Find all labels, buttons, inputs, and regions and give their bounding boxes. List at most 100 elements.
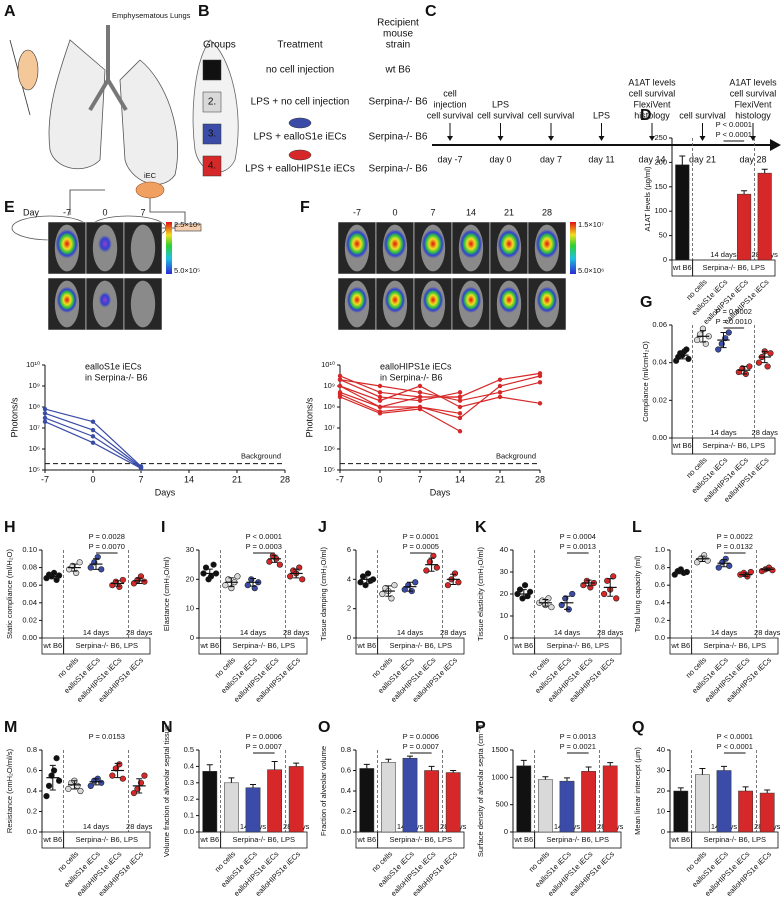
data-point <box>725 329 732 336</box>
data-point <box>685 355 692 363</box>
error-bar <box>271 554 278 563</box>
y-tick-label: 0.4 <box>341 786 351 795</box>
background-label: Background <box>241 452 281 461</box>
day-label: day -7 <box>437 154 462 164</box>
p-value: P = 0.0005 <box>403 542 439 551</box>
data-point <box>210 561 217 568</box>
error-bar <box>206 764 213 772</box>
group-number: 3. <box>208 129 216 140</box>
x-tick-label: 28 <box>280 474 290 484</box>
error-bar <box>293 568 300 579</box>
y-tick-label: 4 <box>347 574 351 583</box>
period-label: 14 days <box>83 822 110 831</box>
data-point <box>457 411 463 416</box>
x-tick-label: 28 <box>535 474 545 484</box>
image-day: -7 <box>353 207 361 217</box>
panel-letter: M <box>4 719 17 736</box>
error-bar <box>607 762 614 766</box>
group-number: 2. <box>208 97 216 108</box>
p-value: P < 0.0001 <box>717 732 753 741</box>
error-bar <box>385 758 392 763</box>
event-label: cell <box>443 88 457 98</box>
y-tick-label: 200 <box>654 157 667 166</box>
column-header: Recipient <box>377 18 419 29</box>
y-axis-label: A1AT levels (µg/ml) <box>643 166 652 231</box>
y-tick-label: 50 <box>659 231 667 240</box>
error-bar <box>585 766 592 772</box>
group-label: wt B6 <box>672 441 692 450</box>
data-point <box>457 429 463 434</box>
day-label: day 21 <box>689 154 716 164</box>
bar <box>288 766 304 833</box>
error-bar <box>93 778 99 786</box>
image-day: 28 <box>542 207 552 217</box>
period-label: 14 days <box>710 250 737 259</box>
panel-title: Emphysematous Lungs <box>112 11 191 20</box>
period-label: 14 days <box>83 628 110 637</box>
y-tick-label: 0 <box>190 633 194 642</box>
subtitle: in Serpina-/- B6 <box>85 372 148 382</box>
event-label: injection <box>433 99 466 109</box>
data-point <box>694 336 701 344</box>
y-tick-label: 10¹⁰ <box>26 360 40 369</box>
y-axis-label: Tissue damping (cmH₂O/ml) <box>319 547 328 641</box>
data-point <box>412 579 419 586</box>
y-tick-label: 10⁵ <box>29 465 40 474</box>
event-arrowhead <box>497 136 504 141</box>
day-label: day 11 <box>588 154 614 164</box>
group-footer <box>355 637 465 655</box>
event-label: cell survival <box>427 110 474 120</box>
error-bar <box>428 765 435 771</box>
y-tick-label: 10 <box>186 604 194 613</box>
data-point <box>337 377 343 382</box>
column-header: Groups <box>203 40 236 51</box>
group-label: wt B6 <box>670 641 690 650</box>
group-label: Serpina-/- B6, LPS <box>390 641 453 650</box>
y-tick-label: 1000 <box>491 772 508 781</box>
y-tick-label: 0.2 <box>27 806 37 815</box>
colorbar <box>570 222 576 274</box>
signal-blob <box>497 229 521 259</box>
error-bar <box>542 776 549 780</box>
signal-blob <box>55 229 79 259</box>
day-label: day 7 <box>540 154 562 164</box>
data-point <box>234 573 241 580</box>
data-point <box>521 582 529 589</box>
mouse-lung <box>17 49 39 91</box>
error-bar <box>407 581 413 592</box>
subtitle: ealloS1e iECs <box>85 361 142 371</box>
error-bar <box>607 578 614 597</box>
y-tick-label: 0.4 <box>27 786 37 795</box>
group-label: Serpina-/- B6, LPS <box>76 835 139 844</box>
p-value: P = 0.0021 <box>560 742 596 751</box>
data-point <box>610 573 617 580</box>
error-bar <box>228 777 235 783</box>
data-point <box>769 567 776 574</box>
data-point <box>109 772 116 779</box>
p-value: P = 0.0002 <box>716 307 752 316</box>
bar <box>424 770 439 833</box>
data-point <box>266 558 273 565</box>
signal-blob <box>98 235 112 253</box>
data-point <box>119 775 126 782</box>
data-point <box>430 552 437 559</box>
y-tick-label: 0.8 <box>655 563 665 572</box>
event-arrowhead <box>548 136 554 141</box>
p-value: P = 0.0004 <box>560 532 596 541</box>
error-bar <box>450 770 457 773</box>
y-axis-label: Photons/s <box>304 397 314 438</box>
x-tick-label: -7 <box>336 474 344 484</box>
error-bar <box>228 577 235 588</box>
data-point <box>377 383 383 389</box>
y-tick-label: 0.4 <box>184 761 194 770</box>
panel-letter: E <box>4 199 15 216</box>
trachea <box>88 25 128 112</box>
bar <box>245 787 261 833</box>
panel-b: B Groups Treatment Recipient mouse strai… <box>198 3 428 177</box>
period-label: 28 days <box>752 428 779 437</box>
panel-letter: B <box>198 3 210 20</box>
day-row-label: Day <box>23 207 40 217</box>
panel-letter: F <box>300 199 310 216</box>
group-label: Serpina-/- B6, LPS <box>233 641 296 650</box>
